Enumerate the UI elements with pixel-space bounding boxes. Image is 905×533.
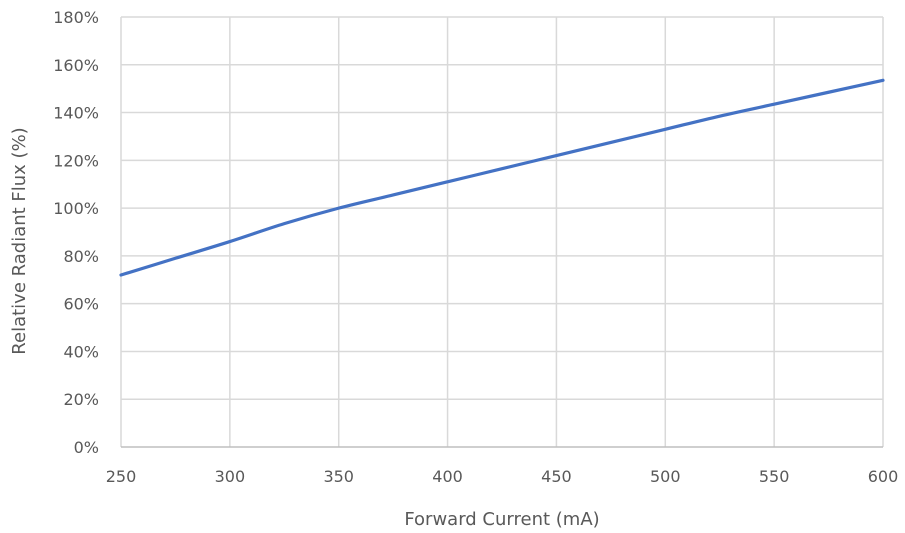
y-tick-label: 0% <box>74 438 99 457</box>
x-tick-label: 250 <box>106 467 137 486</box>
x-tick-label: 550 <box>759 467 790 486</box>
y-tick-label: 120% <box>53 151 99 170</box>
series-line-0 <box>119 78 885 277</box>
y-tick-label: 80% <box>63 247 99 266</box>
y-axis-title: Relative Radiant Flux (%) <box>9 127 30 354</box>
x-axis-title: Forward Current (mA) <box>404 509 599 530</box>
series <box>119 78 885 277</box>
y-tick-label: 180% <box>53 8 99 27</box>
x-tick-label: 500 <box>650 467 681 486</box>
y-axis-tick-labels: 0% 20% 40% 60% 80% 100% 120% 140% 160% 180% <box>53 8 99 457</box>
y-tick-label: 160% <box>53 56 99 75</box>
x-tick-label: 400 <box>432 467 463 486</box>
x-tick-label: 600 <box>868 467 899 486</box>
x-axis-tick-labels: 250 300 350 400 450 500 550 600 <box>106 467 899 486</box>
grid <box>120 16 884 447</box>
y-tick-label: 40% <box>63 342 99 361</box>
x-tick-label: 300 <box>215 467 246 486</box>
x-tick-label: 350 <box>323 467 354 486</box>
y-tick-label: 140% <box>53 104 99 123</box>
y-tick-label: 20% <box>63 390 99 409</box>
x-tick-label: 450 <box>541 467 572 486</box>
y-tick-label: 100% <box>53 199 99 218</box>
y-tick-label: 60% <box>63 295 99 314</box>
